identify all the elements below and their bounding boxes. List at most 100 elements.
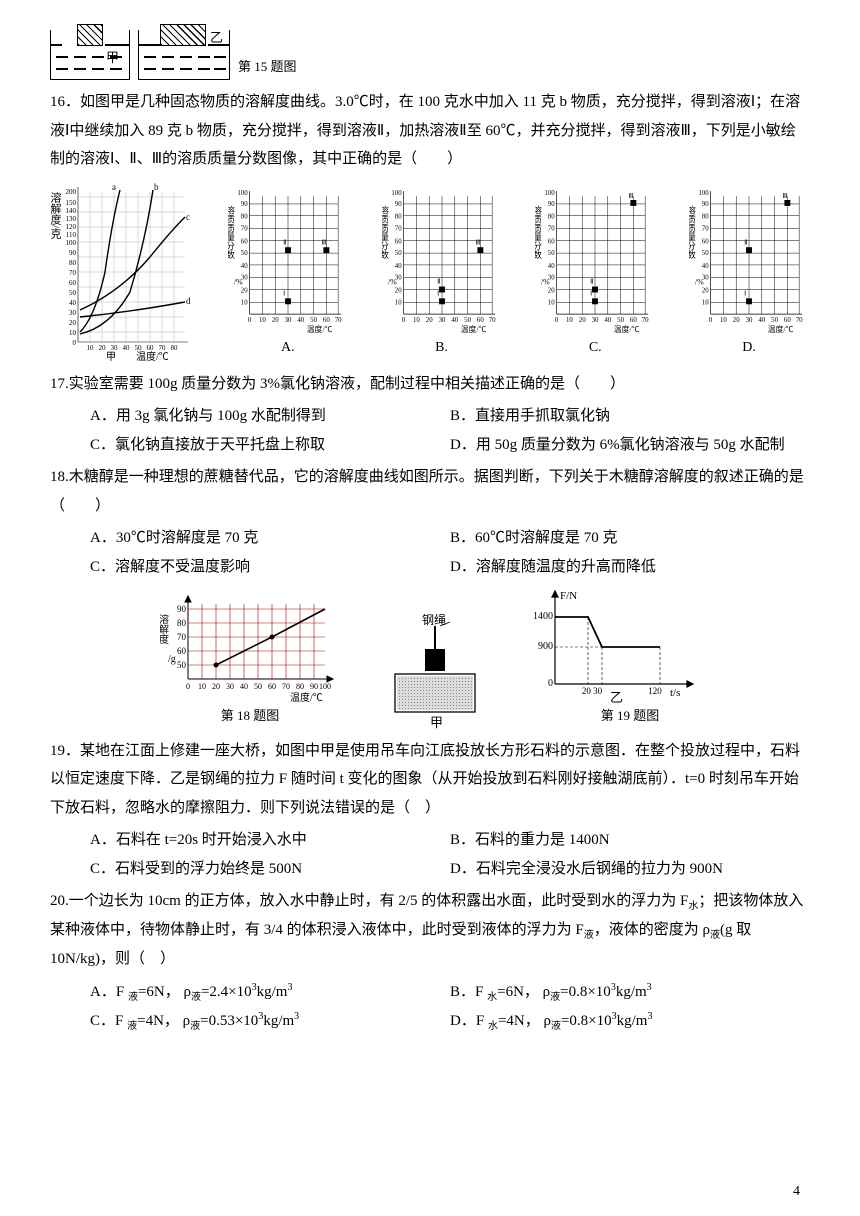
q16-solubility-chart: 溶解度/克 01020 304050 607080 90100110 (50, 182, 195, 362)
svg-text:50: 50 (69, 289, 77, 297)
svg-text:溶质质量分数: 溶质质量分数 (227, 205, 235, 260)
sub-liquid: 液 (584, 930, 594, 941)
q18-opt-b: B．60℃时溶解度是 70 克 (450, 524, 810, 553)
q20-text-1: 一个边长为 10cm 的正方体，放入水中静止时，有 2/5 的体积露出水面，此时… (69, 893, 689, 909)
svg-text:80: 80 (171, 344, 179, 352)
svg-text:Ⅱ: Ⅱ (283, 239, 286, 246)
q16-number: 16． (50, 94, 80, 110)
svg-text:90: 90 (241, 201, 248, 208)
svg-text:60: 60 (476, 317, 483, 324)
beaker-yi: 乙 (138, 30, 230, 80)
svg-text:90: 90 (177, 604, 187, 614)
svg-text:40: 40 (69, 299, 77, 307)
svg-text:40: 40 (123, 344, 131, 352)
svg-text:50: 50 (177, 660, 187, 670)
q20-opt-c: C．F 液=4N， ρ液=0.53×103kg/m3 (90, 1007, 450, 1036)
svg-text:20: 20 (241, 287, 248, 294)
svg-text:60: 60 (394, 238, 401, 245)
svg-text:Ⅲ: Ⅲ (782, 193, 787, 200)
svg-text:90: 90 (548, 201, 555, 208)
svg-text:100: 100 (319, 682, 331, 691)
svg-text:0: 0 (548, 678, 553, 689)
q17-number: 17. (50, 376, 69, 392)
svg-text:40: 40 (241, 263, 248, 270)
q16-option-c-chart: 102030405060708090100 010203040506070 溶质… (534, 185, 656, 362)
svg-text:0: 0 (401, 317, 405, 324)
svg-text:70: 70 (642, 317, 649, 324)
svg-text:10: 10 (702, 299, 709, 306)
q15-caption: 第 15 题图 (238, 55, 297, 80)
svg-text:Ⅰ: Ⅰ (437, 290, 439, 297)
q16-label-d: D. (742, 335, 756, 362)
svg-text:/g: /g (168, 654, 176, 665)
svg-text:10: 10 (87, 344, 95, 352)
svg-text:40: 40 (240, 682, 248, 691)
svg-text:20: 20 (733, 317, 740, 324)
svg-text:70: 70 (394, 225, 401, 232)
q17-options: A．用 3g 氯化钠与 100g 水配制得到 B．直接用手抓取氯化钠 C．氯化钠… (50, 402, 810, 459)
svg-text:70: 70 (488, 317, 495, 324)
svg-text:50: 50 (135, 344, 143, 352)
q19: 19．某地在江面上修建一座大桥，如图中甲是使用吊车向江底投放长方形石料的示意图．… (50, 737, 810, 823)
svg-text:30: 30 (438, 317, 445, 324)
svg-text:0: 0 (555, 317, 559, 324)
svg-text:溶解度: 溶解度 (160, 613, 169, 645)
svg-text:溶解度/克: 溶解度/克 (50, 190, 62, 238)
q18-options: A．30℃时溶解度是 70 克 B．60℃时溶解度是 70 克 C．溶解度不受温… (50, 524, 810, 581)
svg-text:F/N: F/N (560, 590, 577, 602)
q19-opt-d: D．石料完全浸没水后钢绳的拉力为 900N (450, 855, 810, 884)
svg-text:温度/℃: 温度/℃ (290, 691, 323, 704)
q18: 18.木糖醇是一种理想的蔗糖替代品，它的溶解度曲线如图所示。据图判断，下列关于木… (50, 463, 810, 520)
q20-options: A．F 液=6N， ρ液=2.4×103kg/m3 B．F 水=6N， ρ液=0… (50, 978, 810, 1036)
svg-text:50: 50 (310, 317, 317, 324)
svg-text:温度/℃: 温度/℃ (614, 324, 640, 334)
svg-text:100: 100 (545, 190, 556, 197)
svg-text:130: 130 (66, 215, 77, 223)
svg-text:100: 100 (237, 190, 248, 197)
svg-text:90: 90 (702, 201, 709, 208)
q17-text: 实验室需要 100g 质量分数为 3%氯化钠溶液，配制过程中相关描述正确的是（ … (69, 376, 625, 392)
svg-text:溶质质量分数: 溶质质量分数 (688, 205, 696, 260)
svg-text:80: 80 (69, 259, 77, 267)
q17-opt-d: D．用 50g 质量分数为 6%氯化钠溶液与 50g 水配制 (450, 431, 810, 460)
svg-text:t/s: t/s (670, 687, 680, 699)
svg-text:10: 10 (548, 299, 555, 306)
svg-text:/%: /% (541, 277, 550, 286)
svg-text:100: 100 (391, 190, 402, 197)
svg-text:120: 120 (648, 686, 662, 696)
svg-text:20: 20 (272, 317, 279, 324)
svg-text:Ⅰ: Ⅰ (590, 290, 592, 297)
q19-opt-b: B．石料的重力是 1400N (450, 826, 810, 855)
svg-text:10: 10 (720, 317, 727, 324)
beaker-jia: 甲 (50, 30, 130, 80)
svg-text:10: 10 (394, 299, 401, 306)
q18-opt-d: D．溶解度随温度的升高而降低 (450, 553, 810, 582)
svg-text:50: 50 (617, 317, 624, 324)
svg-text:10: 10 (69, 329, 77, 337)
q16-label-b: B. (435, 335, 448, 362)
svg-text:80: 80 (702, 214, 709, 221)
svg-text:10: 10 (412, 317, 419, 324)
svg-text:40: 40 (758, 317, 765, 324)
svg-text:60: 60 (147, 344, 155, 352)
svg-text:甲: 甲 (430, 715, 443, 729)
sub-water: 水 (688, 901, 698, 912)
svg-text:40: 40 (297, 317, 304, 324)
svg-text:d: d (186, 296, 191, 306)
svg-text:90: 90 (394, 201, 401, 208)
svg-text:/%: /% (234, 277, 243, 286)
svg-text:20: 20 (579, 317, 586, 324)
q19-text: 某地在江面上修建一座大桥，如图中甲是使用吊车向江底投放长方形石料的示意图．在整个… (50, 743, 800, 816)
svg-text:0: 0 (709, 317, 713, 324)
svg-text:30: 30 (69, 309, 77, 317)
svg-text:80: 80 (241, 214, 248, 221)
q16-label-c: C. (589, 335, 602, 362)
q18-opt-c: C．溶解度不受温度影响 (90, 553, 450, 582)
svg-text:20: 20 (548, 287, 555, 294)
svg-text:10: 10 (198, 682, 206, 691)
q19-opt-a: A．石料在 t=20s 时开始浸入水中 (90, 826, 450, 855)
q19-fig-jia: 钢绳 甲 (380, 614, 490, 729)
svg-text:20: 20 (425, 317, 432, 324)
svg-text:70: 70 (241, 225, 248, 232)
svg-text:60: 60 (241, 238, 248, 245)
